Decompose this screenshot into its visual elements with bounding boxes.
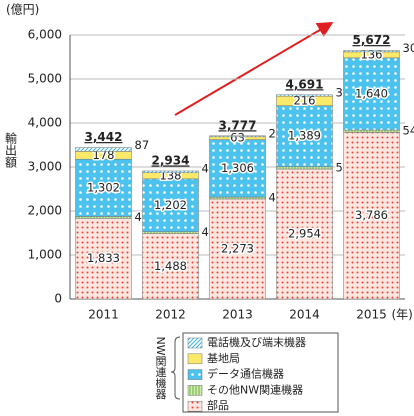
data-label: 30 [403,41,414,55]
data-label: 138 [160,168,182,182]
data-label: 1,306 [221,161,254,175]
legend-swatch [187,353,203,365]
total-label: 4,691 [286,77,324,91]
legend-swatch [187,369,203,380]
legend-group-label: NW関連機器 [154,336,167,400]
bar-segment [75,218,132,300]
bar-segment [75,216,132,219]
legend-label: データ通信機器 [207,367,284,381]
legend-label: その他NW関連機器 [207,382,303,396]
y-tick-label: 5,000 [28,72,62,86]
data-label: 1,389 [288,129,321,143]
data-label: 87 [135,138,150,152]
total-label: 5,672 [353,33,391,47]
bar-segment [209,135,266,138]
data-label: 2,273 [221,241,254,255]
trend-arrow [174,21,334,116]
bar-segment [209,198,266,300]
bar-segment [343,50,400,53]
bar-segment [276,168,333,300]
legend-label: 部品 [207,398,229,412]
x-unit: (年) [392,308,413,322]
y-tick-label: 2,000 [28,204,62,218]
total-label: 2,934 [152,153,190,167]
y-tick-label: 3,000 [28,160,62,174]
legend-swatch [187,400,203,412]
data-label: 1,302 [87,180,120,194]
x-tick-label: 2013 [222,308,253,322]
legend-swatch [187,337,203,349]
y-axis-label: 輸出額 [4,131,18,169]
y-unit: (億円) [6,3,39,17]
legend-label: 基地局 [207,352,240,365]
y-tick-label: 6,000 [28,28,62,42]
bar-segment [142,178,199,232]
legend-swatch [187,385,203,396]
data-label: 2,954 [288,227,321,241]
bar-segment [75,158,132,217]
total-label: 3,442 [85,130,123,144]
bar-segment [142,231,199,234]
bar-segment [75,147,132,152]
bar-segment [142,170,199,174]
data-label: 54 [403,124,414,138]
bar-segment [343,57,400,131]
legend-box [182,332,339,413]
data-label: 1,833 [87,251,120,265]
data-label: 1,488 [154,259,187,273]
bar-segment [209,139,266,198]
y-tick-label: 0 [54,292,62,306]
data-label: 3,786 [355,208,388,222]
total-label: 3,777 [219,118,257,132]
data-label: 1,640 [355,86,388,100]
legend-label: 電話機及び端末機器 [207,335,306,349]
legend-bracket [170,336,181,400]
x-tick-label: 2011 [88,308,119,322]
bar-segment [209,196,266,200]
x-tick-label: 2014 [289,308,320,322]
bar-segment [276,94,333,97]
x-tick-label: 2015 [356,308,387,322]
bar-segment [276,166,333,170]
y-tick-label: 1,000 [28,248,62,262]
data-label: 63 [230,131,245,145]
data-label: 1,202 [154,198,187,212]
x-tick-label: 2012 [155,308,186,322]
y-tick-label: 4,000 [28,116,62,130]
bar-segment [142,233,199,300]
bar-segment [343,129,400,133]
bar-segment [343,132,400,300]
data-label: 136 [361,47,383,61]
